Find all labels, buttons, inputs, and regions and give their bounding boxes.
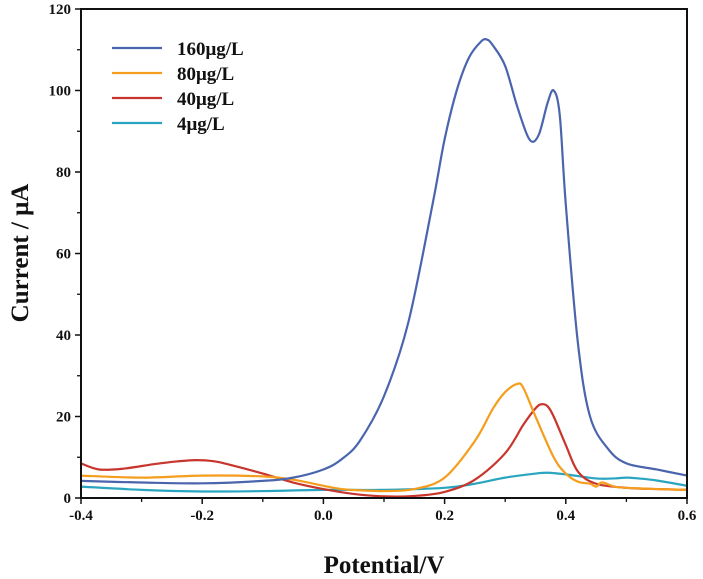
y-tick-label: 0 — [64, 491, 72, 507]
legend: 160μg/L 80μg/L 40μg/L 4μg/L — [112, 39, 244, 135]
plot-frame — [80, 8, 688, 499]
series-line-4 — [79, 471, 689, 493]
x-tick-label: 0.2 — [435, 508, 454, 524]
axis-layer: -0.4 -0.2 0.0 0.2 0.4 0.6 0 20 40 60 80 100 120 — [49, 2, 697, 524]
series-line-1 — [79, 38, 689, 485]
y-tick-label: 80 — [56, 165, 71, 181]
series-layer — [79, 38, 689, 498]
y-axis-title: Current / μA — [7, 184, 34, 323]
legend-label-4: 4μg/L — [177, 114, 225, 135]
legend-label-1: 160μg/L — [177, 39, 244, 60]
y-tick-label: 120 — [49, 2, 72, 18]
y-tick-label: 20 — [56, 410, 71, 426]
series-line-2 — [79, 382, 689, 493]
legend-label-3: 40μg/L — [177, 89, 234, 110]
x-tick-label: 0.4 — [556, 508, 575, 524]
x-axis-title: Potential/V — [324, 552, 445, 579]
x-tick-label: 0.0 — [314, 508, 333, 524]
x-tick-label: -0.2 — [190, 508, 214, 524]
x-tick-label: 0.6 — [678, 508, 697, 524]
x-tick-label: -0.4 — [69, 508, 93, 524]
legend-label-2: 80μg/L — [177, 64, 234, 85]
y-tick-label: 100 — [49, 84, 72, 100]
y-tick-label: 60 — [56, 247, 71, 263]
y-tick-label: 40 — [56, 328, 71, 344]
series-line-3 — [79, 403, 689, 498]
